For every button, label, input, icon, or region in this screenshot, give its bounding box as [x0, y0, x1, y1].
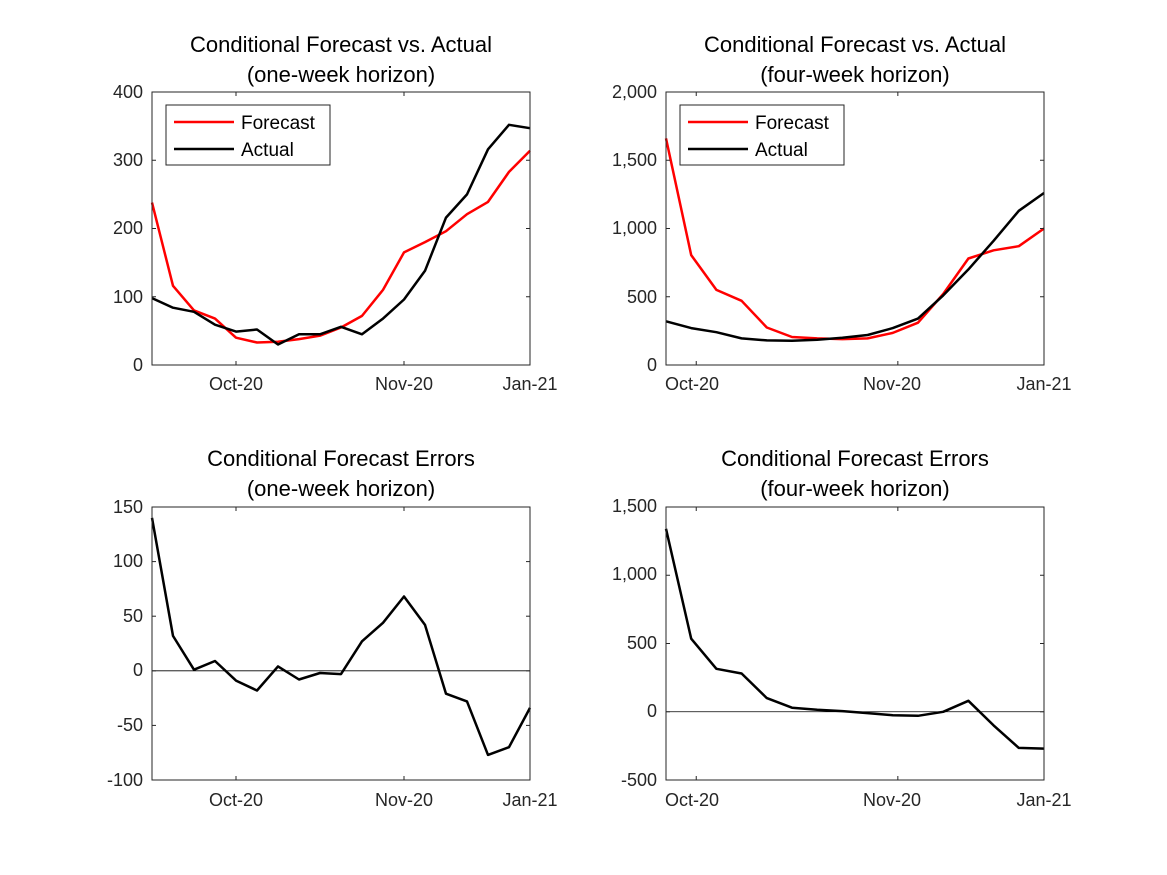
y-tick-label: 400 — [113, 82, 143, 102]
panel-title-line-2: (four-week horizon) — [760, 62, 950, 87]
legend-label-actual: Actual — [241, 140, 294, 161]
x-tick-label: Jan-21 — [502, 790, 557, 810]
panel-title-line-1: Conditional Forecast Errors — [207, 446, 475, 471]
y-tick-label: 1,500 — [612, 496, 657, 516]
y-tick-label: 500 — [627, 633, 657, 653]
y-tick-label: 0 — [647, 355, 657, 375]
plot-area — [664, 506, 1045, 781]
y-tick-label: 50 — [123, 606, 143, 626]
plot-area — [150, 506, 532, 781]
x-tick-label: Jan-21 — [1016, 790, 1071, 810]
legend-box — [165, 104, 331, 166]
actual-series-line — [151, 123, 531, 346]
plot-area — [664, 91, 1045, 366]
y-tick-label: 200 — [113, 218, 143, 238]
panel-title-line-1: Conditional Forecast Errors — [721, 446, 989, 471]
y-tick-label: -50 — [117, 715, 143, 735]
x-tick-label: Oct-20 — [209, 374, 263, 394]
x-tick-label: Oct-20 — [665, 790, 719, 810]
y-tick-label: 1,000 — [612, 564, 657, 584]
y-tick-label: 150 — [113, 497, 143, 517]
legend: Forecast Actual — [165, 104, 331, 166]
panel-title-line-1: Conditional Forecast vs. Actual — [190, 32, 492, 57]
y-tick-label: 100 — [113, 287, 143, 307]
x-tick-label: Oct-20 — [665, 374, 719, 394]
x-tick-label: Nov-20 — [863, 374, 921, 394]
y-tick-label: 2,000 — [612, 82, 657, 102]
legend-label-forecast: Forecast — [755, 113, 830, 134]
y-tick-label: 0 — [647, 701, 657, 721]
y-tick-labels: 0 100 200 300 400 — [113, 82, 143, 375]
x-tick-label: Jan-21 — [1016, 374, 1071, 394]
x-tick-labels: Oct-20 Nov-20 Jan-21 — [665, 374, 1072, 394]
x-tick-label: Jan-21 — [502, 374, 557, 394]
x-tick-labels: Oct-20 Nov-20 Jan-21 — [665, 790, 1072, 810]
y-tick-label: 0 — [133, 355, 143, 375]
panel-four-week-forecast-errors: Conditional Forecast Errors (four-week h… — [612, 446, 1072, 810]
y-tick-label: 100 — [113, 551, 143, 571]
y-tick-label: 1,000 — [612, 218, 657, 238]
axes-box — [151, 506, 531, 781]
y-tick-label: 0 — [133, 660, 143, 680]
y-tick-labels: -100 -50 0 50 100 150 — [107, 497, 143, 790]
legend-box — [679, 104, 845, 166]
y-tick-label: -100 — [107, 770, 143, 790]
panel-title-line-1: Conditional Forecast vs. Actual — [704, 32, 1006, 57]
panel-one-week-forecast-errors: Conditional Forecast Errors (one-week ho… — [107, 446, 558, 810]
y-tick-label: -500 — [621, 770, 657, 790]
y-tick-labels: -500 0 500 1,000 1,500 — [612, 496, 657, 790]
legend-label-forecast: Forecast — [241, 113, 316, 134]
actual-series-line — [665, 191, 1045, 342]
panel-title-line-2: (one-week horizon) — [247, 476, 435, 501]
panel-four-week-forecast-vs-actual: Conditional Forecast vs. Actual (four-we… — [612, 32, 1072, 394]
error-series-line — [664, 528, 1045, 750]
plot-area — [150, 91, 531, 366]
x-tick-label: Nov-20 — [375, 374, 433, 394]
x-tick-label: Nov-20 — [375, 790, 433, 810]
legend-label-actual: Actual — [755, 140, 808, 161]
y-tick-label: 1,500 — [612, 150, 657, 170]
x-tick-labels: Oct-20 Nov-20 Jan-21 — [209, 374, 558, 394]
legend: Forecast Actual — [679, 104, 845, 166]
x-tick-labels: Oct-20 Nov-20 Jan-21 — [209, 790, 558, 810]
y-tick-label: 500 — [627, 287, 657, 307]
panel-one-week-forecast-vs-actual: Conditional Forecast vs. Actual (one-wee… — [113, 32, 558, 394]
panel-title-line-2: (one-week horizon) — [247, 62, 435, 87]
y-tick-label: 300 — [113, 150, 143, 170]
x-tick-label: Oct-20 — [209, 790, 263, 810]
error-series-line — [150, 517, 532, 757]
x-tick-label: Nov-20 — [863, 790, 921, 810]
y-tick-labels: 0 500 1,000 1,500 2,000 — [612, 82, 657, 375]
panel-title-line-2: (four-week horizon) — [760, 476, 950, 501]
